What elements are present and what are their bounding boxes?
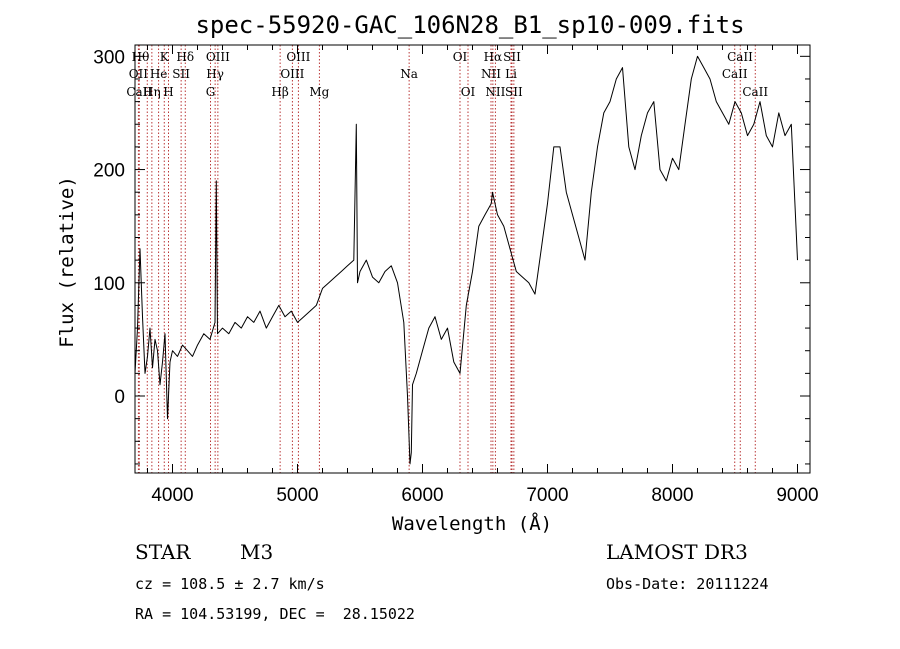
axis-ticks: 4000 5000 6000 7000 8000 9000 0 100 200 300 — [93, 45, 819, 506]
x-tick-label: 5000 — [276, 485, 318, 506]
line-label-h-theta: Hθ — [132, 50, 150, 64]
chart-title: spec-55920-GAC_106N28_B1_sp10-009.fits — [195, 11, 744, 39]
y-tick-label: 0 — [114, 387, 125, 408]
line-label-ca-ii-left: CaII — [126, 85, 152, 99]
line-label-he: He — [150, 67, 168, 81]
line-label-sii-1: SII — [503, 50, 521, 64]
x-axis-label: Wavelength (Å) — [392, 512, 552, 535]
spectrum-series-0 — [134, 55, 798, 465]
line-label-h-eta: Hη — [143, 85, 161, 99]
line-label-h: H — [163, 85, 173, 99]
spectrum-layer — [134, 55, 798, 465]
redshift-info: cz = 108.5 ± 2.7 km/s — [135, 575, 325, 593]
y-tick-label: 100 — [93, 274, 125, 295]
x-tick-label: 8000 — [651, 485, 693, 506]
line-label-o-iii-5007: OIII — [286, 50, 310, 64]
line-label-nii-1: NII — [481, 67, 501, 81]
x-tick-label: 4000 — [151, 485, 193, 506]
line-label-h-alpha: Hα — [484, 50, 503, 64]
line-label-li: Li — [505, 67, 517, 81]
y-tick-label: 200 — [93, 161, 125, 182]
object-class: STAR — [135, 540, 191, 564]
y-axis-label: Flux (relative) — [56, 176, 78, 348]
line-label-s-ii-blue: SII — [172, 67, 190, 81]
line-label-mg: Mg — [309, 85, 329, 99]
line-label-oi-1: OI — [453, 50, 468, 64]
line-label-o-iii-4959: OIII — [280, 67, 304, 81]
line-label-k: K — [160, 50, 170, 64]
line-label-oi-2: OI — [461, 85, 476, 99]
line-label-h-delta: Hδ — [176, 50, 194, 64]
line-markers — [137, 45, 756, 473]
object-subclass: M3 — [240, 540, 273, 564]
x-tick-label: 6000 — [401, 485, 443, 506]
line-label-nii-2: NII — [485, 85, 505, 99]
line-label-sii-2: SII — [505, 85, 523, 99]
observation-date: Obs-Date: 20111224 — [606, 575, 769, 593]
coordinates-info: RA = 104.53199, DEC = 28.15022 — [135, 605, 415, 623]
line-label-oii: OII — [129, 67, 149, 81]
line-labels: Hθ OII CaII K He Hη H SII Hδ OIII Hγ G OIII OIII Hβ Mg N… — [126, 50, 768, 99]
x-tick-label: 9000 — [776, 485, 818, 506]
line-label-ca-ii-2: CaII — [722, 67, 748, 81]
line-label-na: Na — [400, 67, 418, 81]
line-label-h-beta: Hβ — [271, 85, 288, 99]
survey-label: LAMOST DR3 — [606, 540, 748, 564]
line-label-o-iii-4363: OIII — [206, 50, 230, 64]
x-tick-label: 7000 — [526, 485, 568, 506]
line-label-ca-ii-3: CaII — [742, 85, 768, 99]
line-label-ca-ii-1: CaII — [727, 50, 753, 64]
line-label-g: G — [206, 85, 216, 99]
line-label-h-gamma: Hγ — [206, 67, 224, 81]
axes-frame — [134, 44, 811, 474]
y-tick-label: 300 — [93, 47, 125, 68]
